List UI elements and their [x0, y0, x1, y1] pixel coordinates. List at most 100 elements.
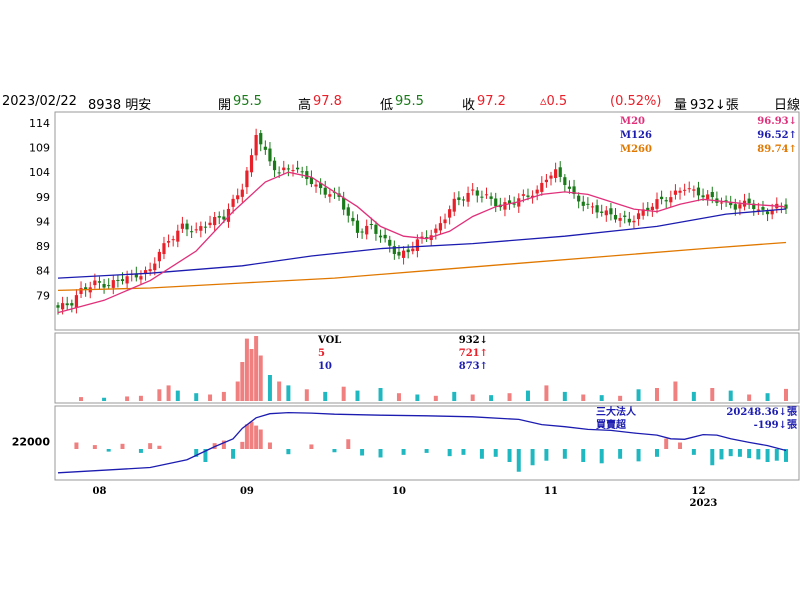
ma20-line	[57, 171, 787, 314]
ma-legend-value: 96.93↓	[757, 116, 797, 127]
volume-bar	[102, 397, 107, 401]
net-buy-bar	[507, 449, 512, 462]
candle-body	[203, 226, 208, 228]
candle-body	[291, 170, 295, 172]
volume-bar	[125, 396, 130, 401]
candle-body	[305, 171, 309, 180]
high-label: 高	[298, 98, 312, 113]
candle-body	[434, 228, 438, 233]
candle-body	[65, 303, 69, 306]
net-buy-bar	[636, 449, 641, 462]
candle-body	[655, 199, 659, 209]
net-buy-bar	[516, 449, 521, 472]
candle-body	[272, 160, 277, 171]
x-tick-label: 08	[93, 486, 107, 497]
high-price: 97.8	[313, 94, 342, 109]
holdings-tick-label: 22000	[12, 435, 51, 448]
candle-body	[673, 190, 678, 195]
net-buy-bar	[493, 449, 498, 457]
net-buy-bar	[157, 445, 162, 449]
inst-legend-value: -199↓張	[754, 419, 798, 431]
x-year-label: 2023	[690, 498, 718, 509]
volume-bar	[254, 336, 259, 401]
volume-pane: VOL 932↓ 5 721↑ 10 873↑	[79, 335, 788, 401]
candle-body	[401, 250, 406, 258]
candle-body	[249, 155, 254, 173]
candle-body	[277, 172, 281, 174]
candle-body	[213, 217, 217, 226]
price-tick-label: 89	[36, 240, 50, 253]
candle-body	[397, 251, 401, 256]
candle-body	[425, 237, 429, 239]
net-buy-bar	[194, 449, 199, 457]
volume-legend-value: 873↑	[459, 361, 488, 372]
candle-body	[747, 198, 751, 204]
candle-body	[530, 195, 535, 198]
price-change: ▵0.5	[540, 94, 568, 109]
volume-bar	[396, 393, 401, 401]
candle-body	[125, 276, 129, 284]
candle-body	[461, 199, 466, 201]
candle-body	[245, 170, 249, 188]
volume-legend-value: 932↓	[459, 335, 488, 346]
net-buy-bar	[424, 449, 429, 453]
price-pane-frame	[54, 111, 800, 331]
candle-body	[636, 213, 641, 220]
net-buy-bar	[765, 449, 770, 462]
open-price: 95.5	[233, 94, 262, 109]
candle-body	[475, 190, 479, 196]
ma-legend-value: 89.74↑	[757, 144, 797, 155]
net-buy-bar	[599, 449, 604, 464]
candle-body	[254, 134, 258, 156]
candle-body	[351, 217, 355, 222]
candle-body	[79, 288, 83, 294]
candle-body	[701, 195, 705, 198]
x-tick-label: 09	[240, 486, 254, 497]
candle-body	[572, 186, 576, 195]
net-buy-bar	[401, 449, 406, 455]
candle-body	[729, 202, 733, 206]
net-buy-bar	[203, 449, 208, 462]
candle-body	[526, 195, 530, 197]
net-buy-bar	[728, 449, 733, 457]
candle-body	[452, 198, 456, 212]
candle-body	[719, 202, 724, 204]
candle-body	[659, 196, 664, 200]
candle-body	[613, 214, 618, 220]
candle-body	[328, 194, 332, 197]
candle-body	[369, 223, 373, 225]
candle-body	[309, 177, 314, 185]
candle-body	[74, 295, 79, 308]
price-pane: 114 109 104 99 94 89 84 79 M20 96.93↓ M126 96.52↑ M2…	[29, 116, 797, 315]
candle-body	[392, 246, 396, 254]
volume-value: 932↓張	[690, 98, 739, 113]
candle-body	[374, 224, 378, 234]
candle-body	[185, 223, 189, 230]
volume-bar	[286, 385, 291, 401]
candle-body	[346, 207, 350, 216]
candle-body	[411, 248, 415, 252]
volume-legend-name: 10	[318, 361, 332, 372]
volume-bar	[452, 391, 457, 401]
candle-body	[756, 209, 760, 211]
candle-body	[134, 273, 138, 278]
volume-bar	[304, 389, 309, 401]
ma-legend-name: M260	[620, 144, 652, 155]
candle-body	[480, 196, 484, 198]
volume-bar	[355, 390, 360, 401]
candle-body	[641, 209, 645, 216]
period-label: 日線	[774, 98, 800, 113]
net-buy-bar	[581, 449, 586, 462]
candle-body	[355, 220, 360, 233]
candle-body	[148, 269, 152, 272]
quote-header: 2023/02/22 8938 明安 開 95.5 高 97.8 低 95.5 …	[0, 94, 800, 113]
candle-body	[190, 231, 194, 233]
net-buy-bar	[240, 441, 245, 449]
candle-body	[761, 207, 765, 210]
net-buy-bar	[258, 429, 263, 449]
net-buy-bar	[654, 449, 659, 457]
candle-body	[687, 188, 691, 190]
candle-body	[259, 133, 263, 145]
candle-body	[84, 287, 88, 291]
volume-bar	[710, 388, 715, 401]
